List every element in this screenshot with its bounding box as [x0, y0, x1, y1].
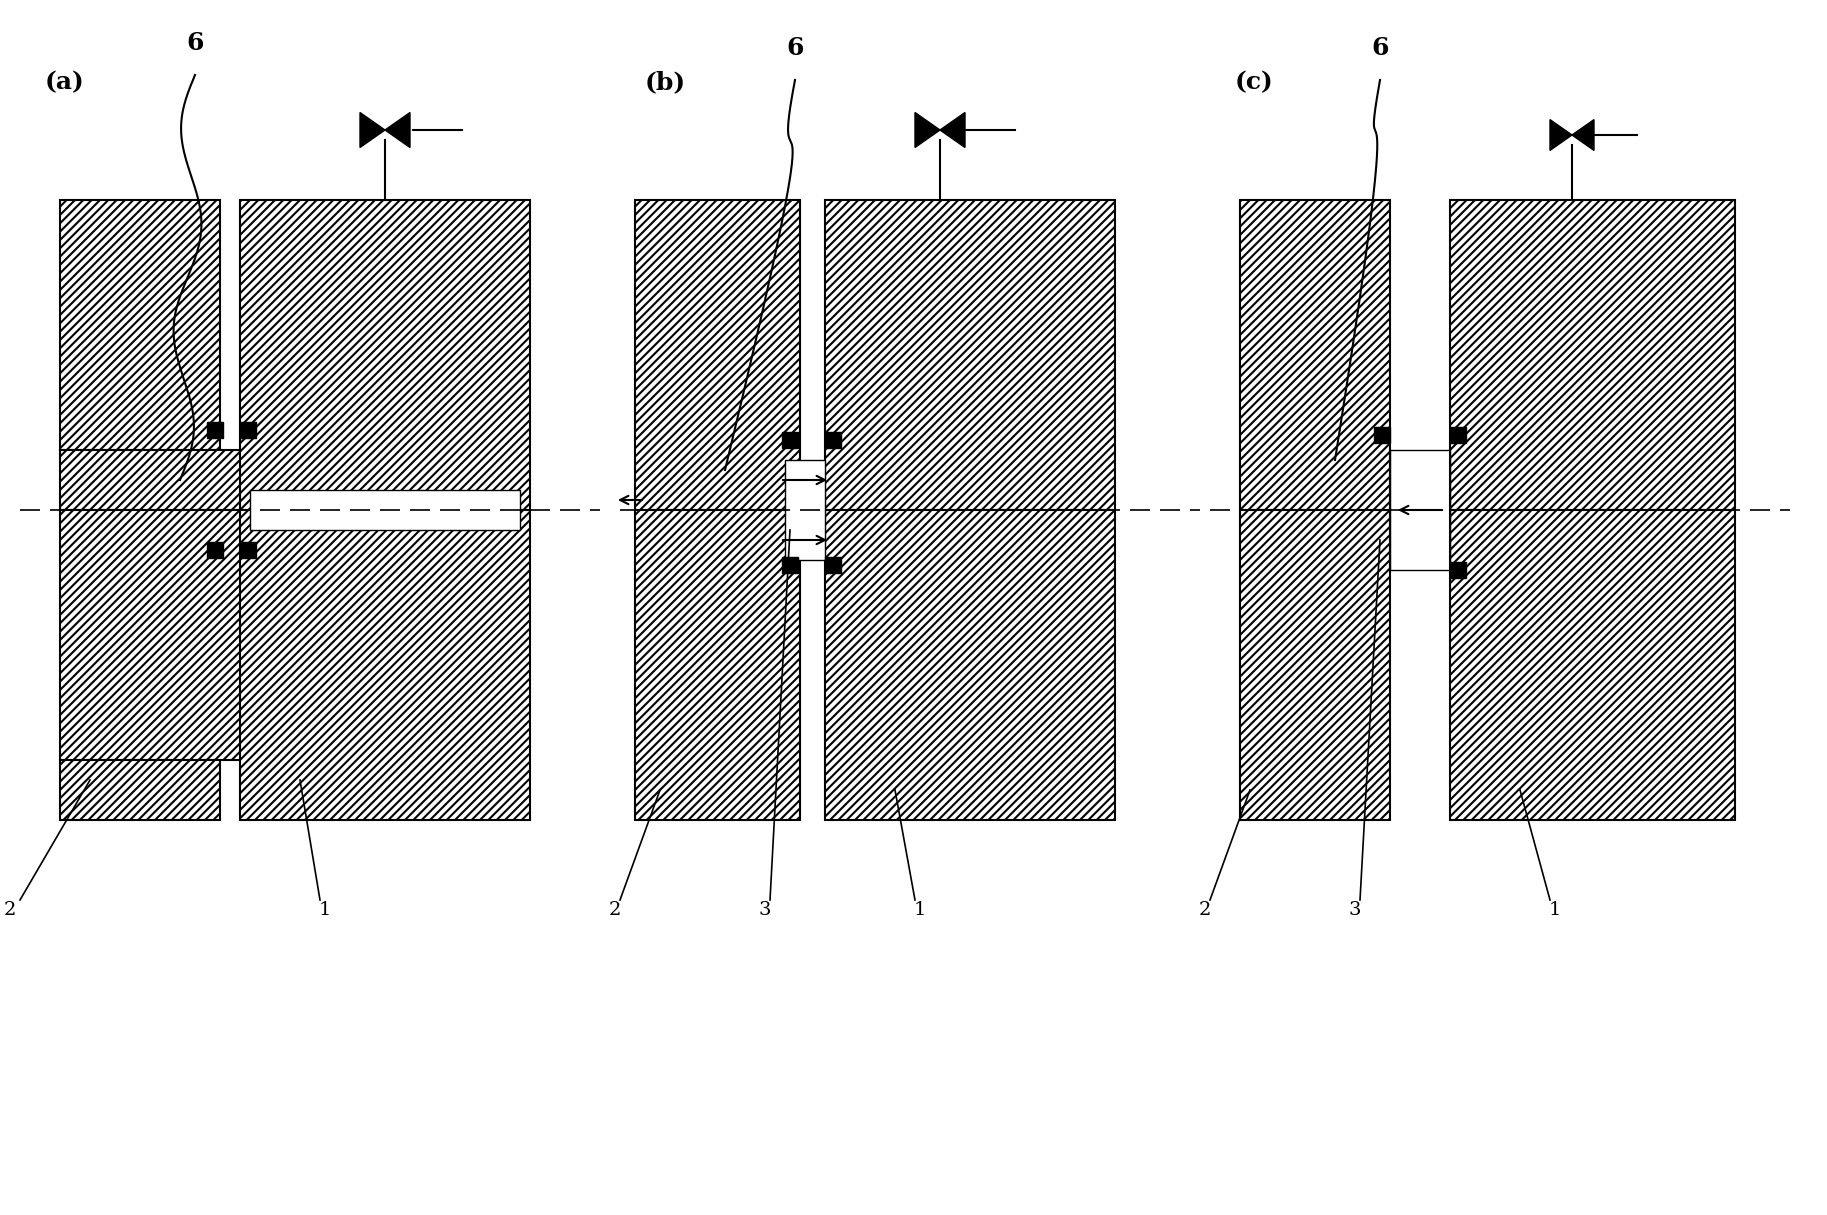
- Bar: [239, 200, 530, 510]
- Text: 1: 1: [1549, 902, 1562, 919]
- Bar: [250, 490, 521, 530]
- Bar: [826, 556, 840, 573]
- Bar: [1451, 510, 1736, 820]
- Bar: [60, 510, 250, 761]
- Text: 1: 1: [914, 902, 926, 919]
- Bar: [239, 422, 256, 437]
- Bar: [782, 556, 798, 573]
- Bar: [1451, 200, 1736, 510]
- Text: 6: 6: [1372, 36, 1389, 60]
- Bar: [60, 450, 250, 510]
- Bar: [1241, 200, 1390, 510]
- Text: 6: 6: [186, 32, 203, 55]
- Bar: [826, 433, 840, 448]
- Bar: [826, 510, 1114, 820]
- Polygon shape: [1549, 119, 1571, 151]
- Text: (a): (a): [46, 70, 84, 94]
- Bar: [1451, 426, 1465, 443]
- Text: 1: 1: [320, 902, 331, 919]
- Text: (c): (c): [1235, 70, 1273, 94]
- Polygon shape: [385, 113, 409, 147]
- Text: 3: 3: [1348, 902, 1361, 919]
- Polygon shape: [915, 113, 941, 147]
- Bar: [239, 510, 530, 820]
- Polygon shape: [1571, 119, 1593, 151]
- Bar: [239, 542, 256, 558]
- Bar: [1390, 450, 1451, 570]
- Text: 6: 6: [786, 36, 804, 60]
- Bar: [1374, 426, 1390, 443]
- Bar: [786, 460, 826, 560]
- Text: 2: 2: [1199, 902, 1211, 919]
- Text: (b): (b): [645, 70, 687, 94]
- Bar: [782, 433, 798, 448]
- Polygon shape: [941, 113, 965, 147]
- Bar: [206, 542, 223, 558]
- Bar: [60, 761, 219, 820]
- Bar: [206, 422, 223, 437]
- Bar: [826, 200, 1114, 510]
- Text: 3: 3: [758, 902, 771, 919]
- Polygon shape: [360, 113, 385, 147]
- Bar: [60, 200, 219, 450]
- Text: 2: 2: [4, 902, 16, 919]
- Bar: [636, 200, 800, 510]
- Bar: [1451, 563, 1465, 578]
- Bar: [636, 510, 800, 820]
- Text: 2: 2: [608, 902, 621, 919]
- Bar: [1241, 510, 1390, 820]
